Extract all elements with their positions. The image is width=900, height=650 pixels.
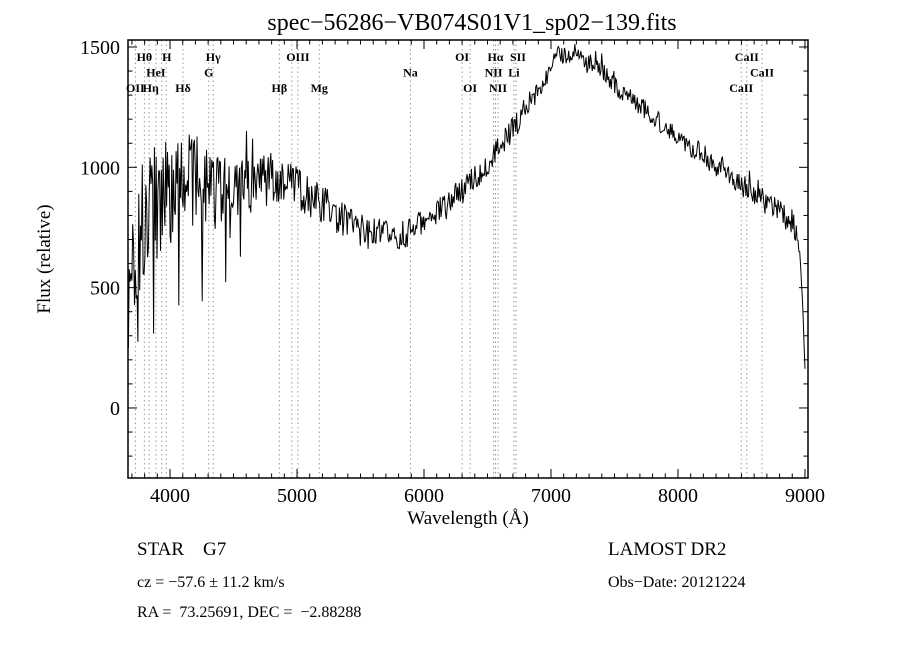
y-tick-label: 1000	[80, 157, 120, 179]
survey-label: LAMOST DR2	[608, 539, 727, 560]
x-tick-label: 7000	[531, 485, 571, 507]
spectral-line-label: SII	[510, 50, 526, 64]
x-tick-label: 8000	[658, 485, 698, 507]
axes-box	[127, 39, 809, 479]
spectral-line-label: Hβ	[272, 81, 288, 95]
spectral-line-label: Hα	[487, 50, 503, 64]
y-axis-label: Flux (relative)	[34, 204, 55, 313]
spectral-line-label: Mg	[311, 81, 328, 95]
spectral-line-label: Li	[508, 66, 520, 80]
plot-frame	[127, 39, 809, 479]
spectral-line-label: Na	[403, 66, 418, 80]
spectral-line-label: CaII	[729, 81, 753, 95]
spectral-line-label: OII	[126, 81, 145, 95]
spectral-line-label: Hη	[143, 81, 159, 95]
x-tick-label: 9000	[785, 485, 825, 507]
spectrum-line	[127, 44, 806, 369]
y-tick-label: 1500	[80, 37, 120, 59]
x-tick-label: 5000	[277, 485, 317, 507]
spectrum-trace	[127, 44, 806, 369]
y-tick-label: 500	[90, 278, 120, 300]
obs-date-label: Obs−Date: 20121224	[608, 574, 746, 591]
coordinates-label: RA = 73.25691, DEC = −2.88288	[137, 604, 362, 621]
radial-velocity-label: cz = −57.6 ± 11.2 km/s	[137, 574, 285, 591]
spectral-line-label: NII	[489, 81, 507, 95]
x-axis-label: Wavelength (Å)	[407, 508, 528, 529]
y-tick-label: 0	[110, 398, 120, 420]
spectral-line-label: Hδ	[175, 81, 191, 95]
plot-title: spec−56286−VB074S01V1_sp02−139.fits	[267, 10, 676, 36]
axis-tick-labels: 4000 5000 6000 7000 8000 9000 0 500 1000 1500	[80, 37, 825, 507]
spectral-line-label: OI	[455, 50, 469, 64]
spectral-line-label: NII	[485, 66, 503, 80]
object-class-label: STAR G7	[137, 539, 227, 560]
spectral-line-label: HeI	[146, 66, 166, 80]
spectral-line-markers	[134, 40, 763, 478]
spectral-line-label: OIII	[286, 50, 310, 64]
spectral-line-label: H	[162, 50, 172, 64]
x-tick-label: 4000	[150, 485, 190, 507]
spectral-line-label: OI	[463, 81, 477, 95]
x-tick-label: 6000	[404, 485, 444, 507]
axis-ticks	[128, 40, 808, 478]
spectral-line-label: Hγ	[206, 50, 221, 64]
spectral-line-label: CaII	[750, 66, 774, 80]
spectral-line-label: G	[204, 66, 213, 80]
spectral-line-label: CaII	[735, 50, 759, 64]
spectral-line-label: Hθ	[137, 50, 153, 64]
